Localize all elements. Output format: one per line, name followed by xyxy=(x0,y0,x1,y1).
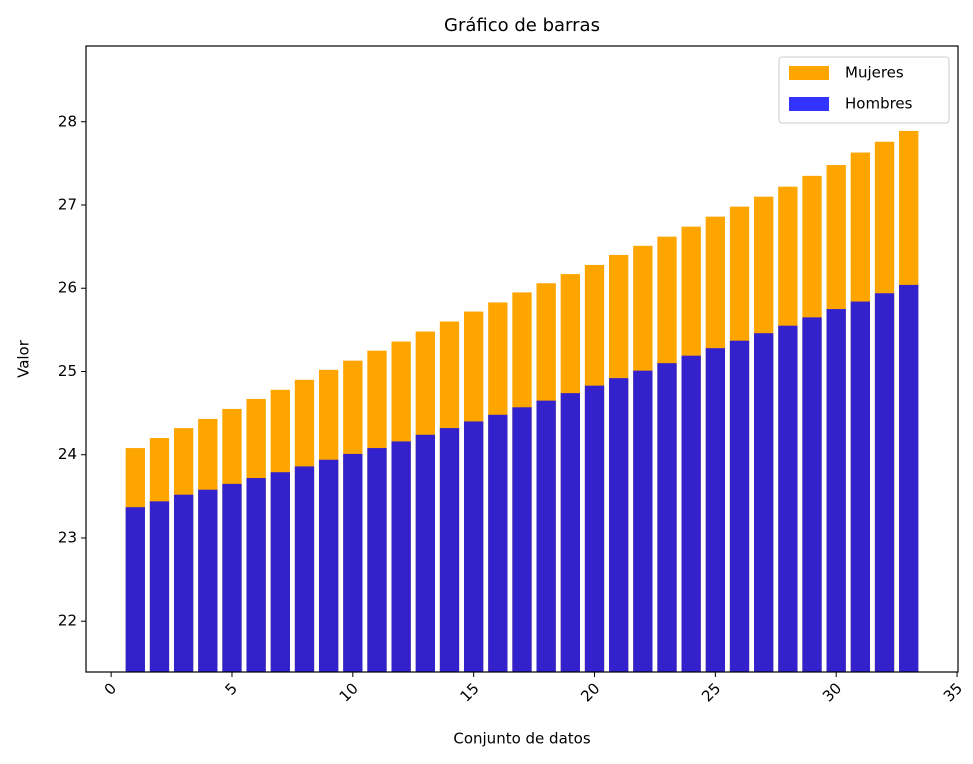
x-tick-label: 15 xyxy=(456,679,482,705)
bar xyxy=(584,385,605,672)
bar xyxy=(270,472,290,672)
y-tick-label: 27 xyxy=(58,195,77,213)
x-tick-label: 10 xyxy=(336,679,362,705)
x-tick-label: 35 xyxy=(940,679,966,705)
bar xyxy=(198,489,218,672)
bar xyxy=(874,293,895,672)
y-tick-label: 22 xyxy=(58,612,77,630)
bar xyxy=(222,483,242,672)
y-tick-label: 24 xyxy=(58,445,77,463)
legend-swatch xyxy=(789,97,829,111)
bar xyxy=(439,428,460,672)
chart-title: Gráfico de barras xyxy=(444,15,600,36)
bar xyxy=(343,453,363,672)
bar xyxy=(778,325,798,672)
bar xyxy=(294,466,315,672)
x-tick-label: 30 xyxy=(819,679,845,705)
y-axis-label: Valor xyxy=(15,339,33,378)
axes-frame xyxy=(85,45,959,673)
bar xyxy=(536,400,556,672)
bar xyxy=(657,363,677,672)
bar xyxy=(850,301,871,672)
legend-label: Mujeres xyxy=(845,64,904,82)
bar xyxy=(705,348,726,672)
x-tick-label: 20 xyxy=(577,679,603,705)
y-tick-label: 23 xyxy=(58,528,77,546)
legend-label: Hombres xyxy=(845,95,913,113)
x-tick-label: 25 xyxy=(698,679,724,705)
y-tick-label: 25 xyxy=(58,362,77,380)
plot-area xyxy=(125,130,919,672)
bar xyxy=(681,355,701,672)
bar xyxy=(415,434,435,672)
bar xyxy=(463,421,484,672)
bar xyxy=(488,414,508,672)
bar xyxy=(367,448,387,672)
bar xyxy=(826,309,846,672)
bar xyxy=(149,501,170,672)
bar xyxy=(729,340,750,672)
bar xyxy=(802,317,822,672)
bar xyxy=(246,478,266,672)
bar xyxy=(512,407,532,672)
bar xyxy=(754,333,774,672)
x-axis-label: Conjunto de datos xyxy=(453,730,590,748)
legend-swatch xyxy=(789,66,829,80)
bar xyxy=(609,378,629,672)
bar xyxy=(173,494,194,672)
bar xyxy=(125,507,145,672)
y-tick-label: 28 xyxy=(58,112,77,130)
bar xyxy=(633,370,653,672)
bar xyxy=(318,459,339,672)
bar xyxy=(391,441,411,672)
bar xyxy=(899,284,919,672)
y-tick-label: 26 xyxy=(58,279,77,297)
bar xyxy=(560,393,581,672)
x-tick-label: 0 xyxy=(101,679,120,698)
x-tick-label: 5 xyxy=(222,679,241,698)
